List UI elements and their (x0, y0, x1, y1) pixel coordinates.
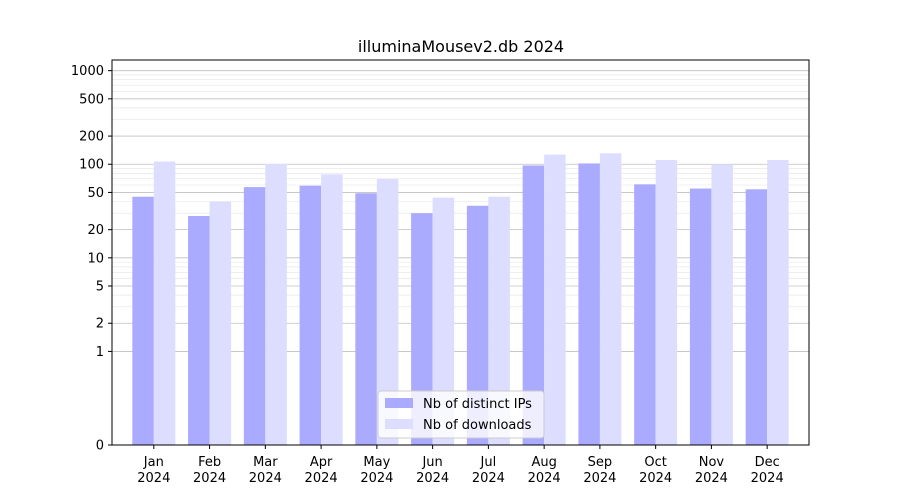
y-tick-label: 1 (96, 345, 104, 360)
legend: Nb of distinct IPs Nb of downloads (377, 390, 545, 439)
y-tick-label: 500 (79, 92, 104, 107)
x-tick-label-year: 2024 (305, 471, 338, 486)
bar-distinct-ips-oct (634, 184, 656, 445)
x-tick-label-year: 2024 (360, 471, 393, 486)
x-tick-label-month: Sep (588, 455, 613, 470)
x-tick-label-month: Oct (644, 455, 666, 470)
bar-downloads-nov (711, 164, 733, 445)
bar-downloads-dec (767, 160, 789, 445)
y-axis: 0 1 2 5 10 20 50 100 200 500 1000 (71, 64, 112, 454)
x-tick-label-month: Nov (699, 455, 725, 470)
y-tick-label: 2 (96, 317, 104, 332)
bar-downloads-jun (432, 197, 455, 445)
bar-downloads-jul (488, 196, 510, 445)
bar-downloads-aug (544, 154, 566, 445)
bar-distinct-ips-sep (578, 163, 600, 445)
y-tick-label: 10 (87, 251, 104, 266)
bar-distinct-ips-aug (522, 165, 545, 446)
y-tick-label: 50 (87, 186, 104, 201)
x-tick-label-year: 2024 (193, 471, 226, 486)
plot-frame (111, 59, 810, 446)
legend-swatch (385, 419, 413, 429)
bar-downloads-oct (655, 160, 678, 445)
bar-distinct-ips-jan (132, 196, 154, 445)
x-tick-label-month: Jan (143, 455, 164, 470)
bar-downloads-sep (599, 153, 622, 445)
bar-distinct-ips-dec (745, 189, 768, 445)
y-tick-label: 1000 (71, 64, 104, 79)
legend-swatch (385, 398, 413, 408)
legend-label: Nb of distinct IPs (423, 397, 532, 412)
bar-downloads-feb (209, 201, 232, 445)
bar-distinct-ips-feb (188, 215, 210, 445)
x-tick-label-month: Mar (253, 455, 278, 470)
x-tick-label-month: Feb (198, 455, 221, 470)
x-tick-label-year: 2024 (528, 471, 561, 486)
x-tick-label-year: 2024 (137, 471, 170, 486)
bar-distinct-ips-apr (299, 185, 322, 446)
bar-downloads-mar (265, 163, 287, 445)
x-tick-label-year: 2024 (751, 471, 784, 486)
x-tick-label-year: 2024 (472, 471, 505, 486)
y-tick-label: 20 (87, 223, 104, 238)
bar-distinct-ips-nov (689, 188, 712, 445)
y-tick-label: 200 (79, 130, 104, 145)
bar-downloads-may (376, 178, 399, 446)
y-tick-label: 5 (96, 280, 104, 295)
bar-distinct-ips-jul (466, 205, 489, 445)
y-tick-label: 100 (79, 158, 104, 173)
bar-downloads-jan (153, 161, 176, 445)
x-tick-label-year: 2024 (639, 471, 672, 486)
x-tick-label-month: Jul (480, 455, 497, 470)
bars-layer (132, 153, 789, 446)
bar-distinct-ips-mar (243, 187, 266, 445)
x-tick-label-year: 2024 (416, 471, 449, 486)
legend-label: Nb of downloads (423, 418, 532, 433)
x-tick-label-year: 2024 (249, 471, 282, 486)
x-tick-label-year: 2024 (695, 471, 728, 486)
x-tick-label-month: May (363, 455, 390, 470)
x-tick-label-month: Jun (421, 455, 442, 470)
x-tick-label-month: Apr (310, 455, 333, 470)
bar-downloads-apr (321, 174, 343, 445)
legend-box (377, 390, 545, 439)
bar-distinct-ips-may (355, 193, 377, 445)
y-tick-label: 0 (96, 439, 104, 454)
x-tick-label-month: Dec (755, 455, 780, 470)
x-tick-label-month: Aug (531, 455, 556, 470)
chart-title: illuminaMousev2.db 2024 (358, 37, 564, 56)
bar-distinct-ips-jun (411, 213, 433, 445)
x-axis: Jan2024Feb2024Mar2024Apr2024May2024Jun20… (137, 445, 784, 486)
x-tick-label-year: 2024 (583, 471, 616, 486)
